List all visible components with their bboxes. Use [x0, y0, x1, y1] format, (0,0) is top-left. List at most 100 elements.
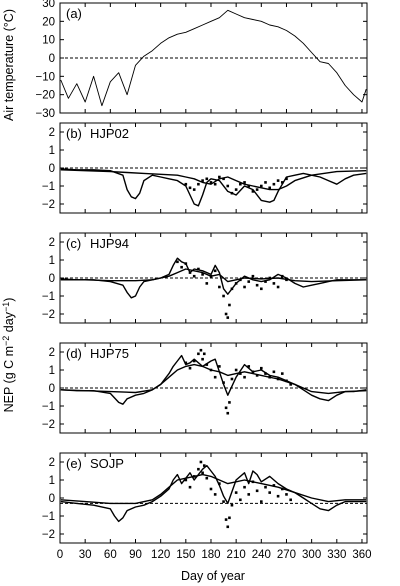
nep-axis-label-exponent-time: −1	[1, 302, 11, 312]
observed-point-hjp75	[289, 383, 292, 386]
observed-point-hjp75	[222, 381, 225, 384]
y-tick-label-air-temperature: 0	[49, 53, 55, 65]
observed-point-hjp02	[218, 175, 221, 179]
model-line-sojp-0	[60, 464, 367, 523]
y-tick-label-hjp75: 0	[49, 383, 55, 395]
observed-point-hjp75	[184, 361, 188, 365]
observed-point-sojp	[239, 498, 242, 502]
observed-point-sojp	[184, 478, 188, 482]
observed-point-hjp94	[192, 274, 196, 278]
observed-point-hjp94	[230, 287, 234, 291]
site-label-hjp75: HJP75	[90, 346, 129, 361]
y-tick-label-air-temperature: 10	[42, 35, 55, 47]
observed-point-hjp94	[260, 287, 263, 291]
observed-point-sojp	[188, 485, 192, 489]
observed-point-sojp	[228, 516, 231, 520]
observed-point-hjp02	[243, 181, 246, 184]
observed-point-hjp02	[234, 188, 238, 191]
series-group-sojp	[60, 460, 367, 529]
y-tick-label-hjp02: 0	[49, 163, 55, 175]
observed-point-sojp	[268, 491, 271, 494]
observed-point-hjp75	[226, 411, 230, 415]
x-tick-label: 180	[201, 549, 220, 561]
observed-point-hjp02	[247, 184, 251, 188]
observed-point-hjp02	[197, 182, 200, 186]
y-tick-label-hjp02: −1	[42, 181, 55, 193]
observed-point-sojp	[234, 491, 238, 494]
observed-point-hjp94	[264, 280, 267, 283]
nep-axis-label: NEP (g C m−2 day−1)	[1, 298, 16, 413]
nep-axis-label-exponent-area: −2	[1, 336, 11, 346]
y-tick-label-air-temperature: 20	[42, 16, 55, 28]
observed-point-hjp75	[251, 370, 255, 374]
observed-point-hjp02	[260, 184, 263, 188]
observed-point-hjp94	[205, 282, 209, 285]
observed-point-hjp94	[247, 280, 251, 283]
series-group-hjp94	[60, 257, 367, 319]
site-label-hjp94: HJP94	[90, 236, 129, 251]
x-tick-label: 330	[327, 549, 346, 561]
observed-point-sojp	[243, 485, 246, 489]
observed-point-hjp94	[280, 274, 284, 278]
observed-point-sojp	[213, 493, 217, 496]
x-tick-label: 240	[252, 549, 271, 561]
observed-point-hjp75	[255, 374, 259, 377]
observed-point-hjp75	[188, 366, 192, 370]
observed-point-sojp	[226, 525, 230, 529]
observed-point-hjp94	[184, 262, 188, 265]
observed-point-hjp75	[247, 365, 251, 368]
observed-point-hjp02	[272, 182, 276, 186]
x-tick-label: 120	[151, 549, 170, 561]
series-group-air-temperature	[60, 9, 367, 107]
observed-point-hjp75	[264, 372, 267, 375]
observed-point-hjp75	[213, 375, 217, 379]
panel-hjp75: 2 1 0 −1 −2 (d) HJP75	[42, 342, 368, 434]
observed-point-hjp75	[199, 348, 203, 352]
observed-point-hjp75	[197, 352, 200, 356]
nep-axis-label-middle: day	[2, 311, 16, 335]
y-tick-label-hjp94: 1	[49, 255, 55, 267]
y-tick-label-hjp94: 0	[49, 273, 55, 285]
y-tick-label-air-temperature: −20	[35, 90, 55, 102]
observed-point-hjp75	[260, 366, 263, 370]
air-temperature-line	[60, 9, 367, 107]
observed-point-hjp02	[280, 181, 284, 184]
observed-point-hjp94	[188, 271, 192, 274]
observed-point-hjp75	[285, 379, 288, 383]
x-tick-label: 150	[176, 549, 195, 561]
observed-point-sojp	[205, 476, 209, 480]
x-tick-label: 90	[129, 549, 142, 561]
observed-point-sojp	[218, 482, 221, 485]
observed-point-hjp02	[264, 181, 267, 184]
observed-point-hjp94	[243, 285, 246, 289]
observed-point-hjp94	[234, 282, 238, 285]
observed-point-sojp	[247, 493, 251, 496]
observed-point-hjp02	[268, 186, 271, 190]
panel-hjp94: 2 1 0 −1 −2 (c) HJP94	[42, 232, 368, 324]
observed-point-sojp	[260, 500, 263, 503]
observed-point-hjp94	[201, 273, 204, 276]
observed-point-hjp02	[209, 181, 213, 184]
panel-air-temperature: 30 20 10 0 −10 −20 −30 (a)	[35, 0, 368, 120]
y-tick-label-hjp75: −1	[42, 401, 55, 413]
x-tick-label: 300	[302, 549, 321, 561]
observed-point-hjp75	[192, 359, 196, 363]
site-label-hjp02: HJP02	[90, 126, 129, 141]
observed-point-hjp94	[226, 316, 230, 319]
model-line-hjp75-1	[60, 363, 367, 395]
series-group-hjp75	[60, 348, 367, 415]
panel-label-hjp02: (b)	[66, 126, 82, 141]
x-axis-label: Day of year	[181, 569, 245, 583]
y-tick-label-sojp: 1	[49, 475, 55, 487]
observed-point-sojp	[251, 480, 255, 484]
panel-label-sojp: (e)	[66, 456, 82, 471]
observed-point-hjp94	[213, 269, 217, 273]
observed-point-hjp75	[276, 377, 280, 381]
observed-point-hjp75	[272, 370, 276, 374]
observed-point-hjp75	[228, 401, 231, 404]
observed-point-sojp	[202, 464, 206, 467]
panel-hjp02: 2 1 0 −1 −2 (b) HJP02	[42, 122, 368, 214]
observed-point-sojp	[201, 471, 204, 475]
model-line-hjp94-1	[60, 268, 367, 283]
observed-point-hjp75	[280, 372, 284, 375]
